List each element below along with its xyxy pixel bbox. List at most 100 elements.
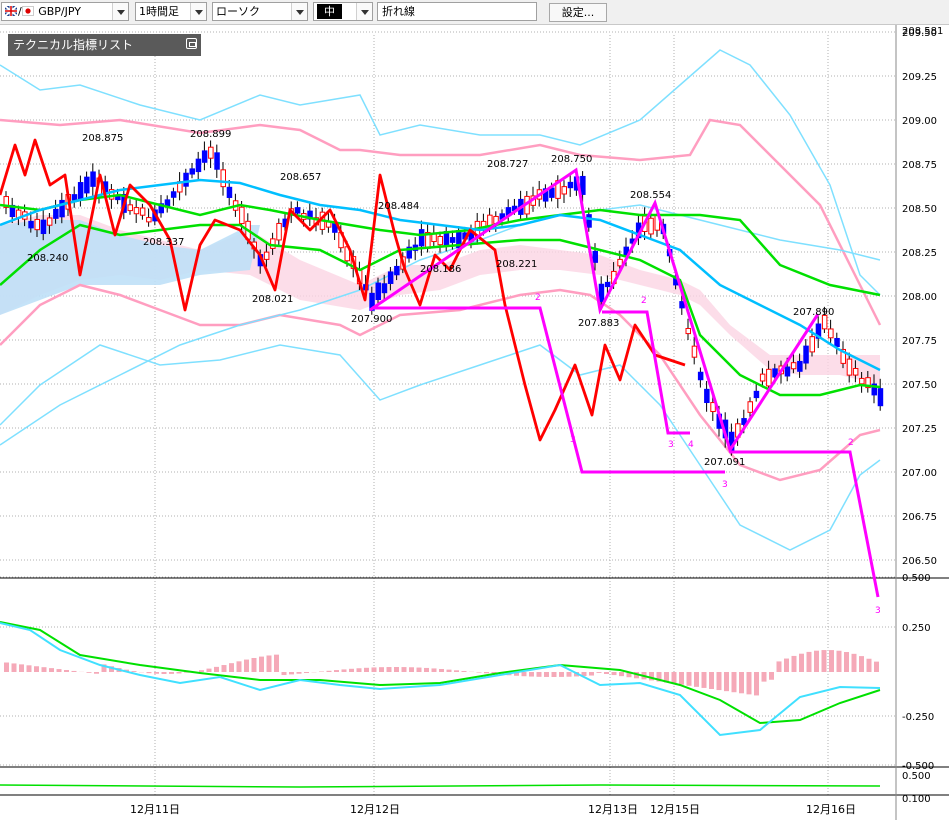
candle-body <box>772 368 778 378</box>
wave-count-label: 2 <box>535 293 541 303</box>
oscillator-bar <box>626 672 632 678</box>
minimize-icon[interactable] <box>186 38 197 49</box>
price-axis-label: 207.50 <box>902 380 937 391</box>
chart-type-select[interactable]: ローソク <box>212 2 308 21</box>
bullish-candle <box>766 360 772 393</box>
candle-body <box>239 206 245 225</box>
bearish-candle <box>59 192 65 224</box>
chart-area[interactable]: 209.50 209.25 209.00 208.75 208.50 208.25 208.… <box>0 25 949 820</box>
candle-body <box>449 237 456 243</box>
oscillator-bar <box>409 667 414 672</box>
bullish-candle <box>270 232 276 255</box>
oscillator-bar <box>514 672 519 676</box>
price-annotation-label: 208.186 <box>420 264 461 275</box>
candle-body <box>648 217 654 235</box>
oscillator-bar <box>806 651 812 672</box>
settings-button[interactable]: 設定... <box>549 3 607 22</box>
oscillator-bar <box>11 663 17 672</box>
osc-axis-label: -0.250 <box>902 712 934 723</box>
candle-body <box>821 314 828 330</box>
oscillator-bar <box>581 672 587 677</box>
oscillator-bar <box>866 658 872 672</box>
line-style-field[interactable]: 折れ線 <box>377 2 537 21</box>
bullish-candle <box>139 203 146 220</box>
zigzag-line <box>369 167 820 454</box>
cloud-fill-blue <box>0 220 260 315</box>
bullish-candle <box>840 341 846 369</box>
oscillator-bar <box>71 670 77 672</box>
chevron-down-icon[interactable] <box>190 3 206 20</box>
bearish-candle <box>226 179 233 206</box>
ma-green-upper-line <box>0 193 881 297</box>
candle-body <box>90 171 96 187</box>
oscillator-bar <box>184 672 189 673</box>
bullish-candle <box>146 208 152 227</box>
oscillator-bar <box>341 669 347 672</box>
line-style-label: 折れ線 <box>382 5 415 18</box>
candle-body <box>790 362 797 370</box>
bearish-candle <box>418 220 425 256</box>
indicator-lines <box>0 138 881 598</box>
price-annotation-label: 208.875 <box>82 133 123 144</box>
oscillator-bar <box>446 669 452 672</box>
candle-body <box>598 283 605 303</box>
oscillator-bar <box>589 672 594 676</box>
wave-count-label: 3 <box>722 480 728 490</box>
date-axis-label: 12月15日 <box>650 803 700 816</box>
oscillator-bar <box>214 666 219 672</box>
date-axis-label: 12月12日 <box>350 803 400 816</box>
oscillator-bar <box>199 670 204 672</box>
oscillator-bar <box>274 654 279 672</box>
price-axis-label: 208.50 <box>902 204 937 215</box>
wave-projection-line-1 <box>372 306 725 474</box>
candle-body <box>759 373 766 382</box>
indicator-panel-title: テクニカル指標リスト <box>13 38 134 52</box>
technical-indicator-list-panel[interactable]: テクニカル指標リスト <box>8 34 201 56</box>
oscillator-panel <box>0 621 881 788</box>
candle-body <box>375 282 381 301</box>
oscillator-bar <box>41 667 47 672</box>
candle-body <box>617 258 623 267</box>
price-annotation-label: 208.727 <box>487 159 528 170</box>
bullish-candle <box>828 319 834 346</box>
oscillator-bar <box>364 667 369 672</box>
candle-body <box>208 146 214 159</box>
chevron-down-icon[interactable] <box>112 3 128 20</box>
size-select[interactable]: 中 <box>313 2 373 21</box>
wave-count-label: 3 <box>668 440 674 450</box>
date-axis-label: 12月16日 <box>806 803 856 816</box>
price-annotation-label: 208.221 <box>496 259 537 270</box>
bearish-candle <box>567 173 574 197</box>
candle-body <box>133 207 140 215</box>
oscillator-bar <box>551 672 557 677</box>
bearish-candle <box>201 141 208 171</box>
chevron-down-icon[interactable] <box>291 3 307 20</box>
oscillator-bar <box>536 672 542 677</box>
candle-body <box>46 217 53 226</box>
oscillator-bar <box>656 672 662 682</box>
ma-green-lower-line <box>0 223 881 397</box>
bearish-candle <box>443 226 450 252</box>
candle-body <box>859 377 865 385</box>
oscillator-bar <box>296 672 302 674</box>
chevron-down-icon[interactable] <box>356 3 372 20</box>
symbol-select[interactable]: / GBP/JPY <box>1 2 129 21</box>
candle-body <box>679 301 685 309</box>
oscillator-bar <box>701 672 707 688</box>
bearish-candle <box>77 175 84 207</box>
period-select[interactable]: 1時間足 <box>135 2 207 21</box>
oscillator-bar <box>169 672 174 674</box>
osc-signal-line <box>0 621 881 725</box>
bearish-candle <box>697 367 704 388</box>
bullish-candle <box>821 306 828 333</box>
price-axis-label: 209.00 <box>902 116 937 127</box>
oscillator-bar <box>394 667 399 672</box>
date-axis-label: 12月13日 <box>588 803 638 816</box>
candle-body <box>127 204 133 212</box>
candle-body <box>741 418 747 425</box>
oscillator-bar <box>724 672 729 692</box>
osc-axis-label: 0.500 <box>902 573 931 584</box>
bullish-candle <box>710 394 716 421</box>
oscillator-bar <box>851 653 857 672</box>
bullish-candle <box>790 353 797 374</box>
